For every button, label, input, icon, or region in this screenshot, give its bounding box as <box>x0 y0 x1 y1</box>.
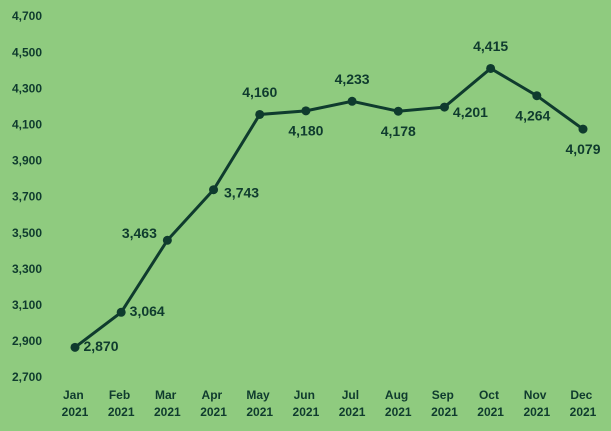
x-tick-label: Apr 2021 <box>200 388 227 419</box>
x-tick-label: Sep 2021 <box>431 388 458 419</box>
data-point <box>301 106 311 116</box>
y-tick-label: 4,700 <box>12 9 42 23</box>
data-label: 4,180 <box>288 123 323 139</box>
x-tick-label: Mar 2021 <box>154 388 181 419</box>
y-tick-label: 3,100 <box>12 298 42 312</box>
y-tick-label: 3,500 <box>12 226 42 240</box>
data-label: 4,233 <box>335 71 370 87</box>
y-tick-label: 3,900 <box>12 154 42 168</box>
y-tick-label: 2,900 <box>12 334 42 348</box>
data-line <box>74 66 584 349</box>
y-tick-label: 4,300 <box>12 81 42 95</box>
y-tick-label: 4,100 <box>12 117 42 131</box>
data-point <box>439 102 449 112</box>
data-label: 4,415 <box>473 38 508 54</box>
data-label: 4,201 <box>453 104 488 120</box>
data-point <box>393 106 403 116</box>
data-label: 4,079 <box>565 141 600 157</box>
data-point <box>255 109 265 119</box>
y-tick-label: 2,700 <box>12 370 42 384</box>
data-label: 3,463 <box>122 225 157 241</box>
x-tick-label: Oct 2021 <box>477 388 504 419</box>
data-label: 3,064 <box>130 303 165 319</box>
data-point <box>162 235 172 245</box>
data-point <box>486 63 496 73</box>
x-tick-label: May 2021 <box>246 388 273 419</box>
data-point <box>347 96 357 106</box>
data-label: 4,178 <box>381 123 416 139</box>
x-tick-label: Jan 2021 <box>62 388 89 419</box>
x-tick-label: Dec 2021 <box>570 388 597 419</box>
y-tick-label: 3,300 <box>12 262 42 276</box>
data-point <box>532 91 542 101</box>
data-label: 4,264 <box>515 107 550 123</box>
x-tick-label: Jul 2021 <box>339 388 366 419</box>
data-point <box>70 342 80 352</box>
data-point <box>116 307 126 317</box>
data-label: 2,870 <box>83 338 118 354</box>
data-point <box>209 185 219 195</box>
y-tick-label: 4,500 <box>12 45 42 59</box>
y-tick-label: 3,700 <box>12 190 42 204</box>
x-tick-label: Aug 2021 <box>385 388 412 419</box>
data-label: 3,743 <box>224 184 259 200</box>
x-tick-label: Nov 2021 <box>523 388 550 419</box>
data-point <box>578 124 588 134</box>
x-tick-label: Jun 2021 <box>293 388 320 419</box>
data-label: 4,160 <box>242 84 277 100</box>
x-tick-label: Feb 2021 <box>108 388 135 419</box>
